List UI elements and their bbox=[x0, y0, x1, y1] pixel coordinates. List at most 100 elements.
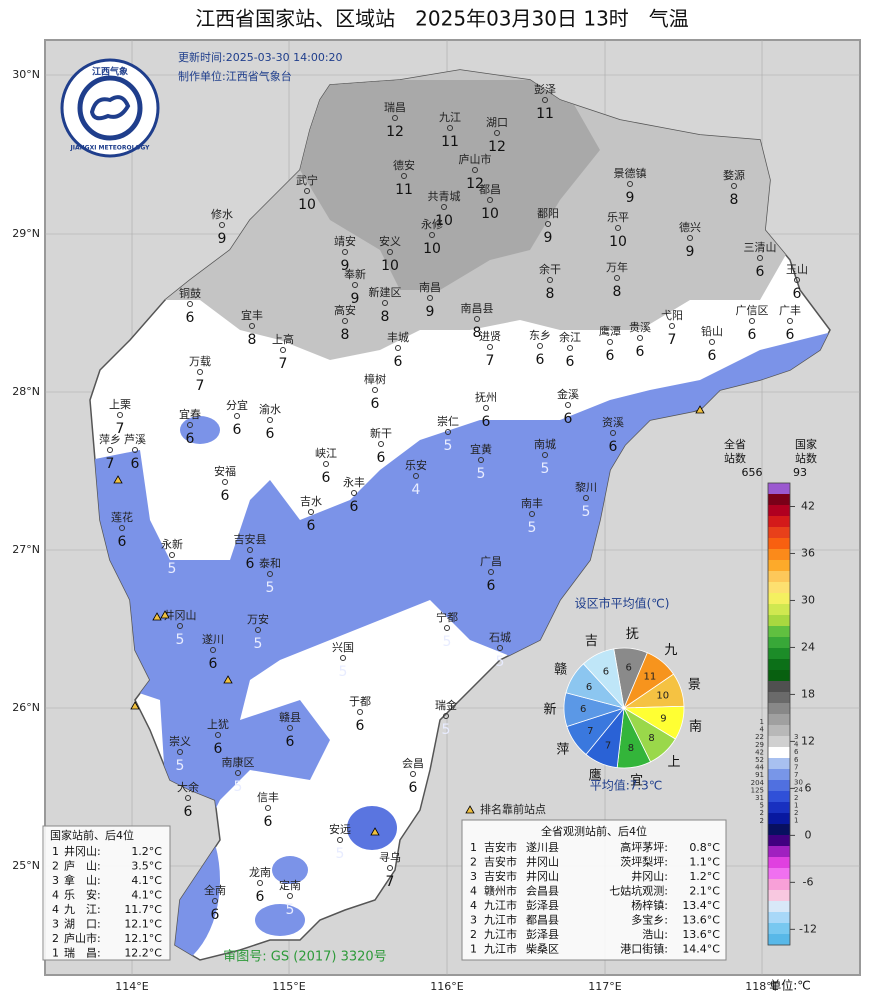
station-dot bbox=[669, 323, 675, 329]
national-table-cell: 4 bbox=[52, 889, 59, 902]
station-dot bbox=[637, 335, 643, 341]
colorbar-band bbox=[768, 648, 790, 660]
station-name: 上高 bbox=[272, 332, 294, 346]
station-value: 5 bbox=[176, 758, 185, 774]
all-table-cell: 茨坪梨坪: bbox=[620, 855, 668, 869]
blue-zone bbox=[90, 330, 830, 860]
colorbar-band bbox=[768, 560, 790, 572]
colorbar-band bbox=[768, 824, 790, 836]
station-value: 6 bbox=[350, 499, 359, 515]
all-table-cell: 多宝乡: bbox=[631, 913, 668, 927]
station-value: 9 bbox=[426, 304, 435, 320]
national-table-cell: 3.5°C bbox=[131, 860, 162, 873]
pie-city: 宜 bbox=[630, 773, 643, 788]
colorbar-band bbox=[768, 802, 790, 814]
station-dot bbox=[382, 300, 388, 306]
station-name: 德兴 bbox=[679, 220, 701, 234]
station-value: 8 bbox=[730, 192, 739, 208]
all-table-cell: 高坪茅坪: bbox=[620, 840, 668, 854]
station-name: 瑞昌 bbox=[384, 100, 406, 114]
station-name: 铅山 bbox=[701, 324, 723, 338]
station-value: 6 bbox=[793, 286, 802, 302]
station-name: 广昌 bbox=[480, 555, 502, 568]
station-dot bbox=[351, 490, 357, 496]
blue-zone bbox=[347, 806, 397, 850]
logo-inner bbox=[77, 75, 143, 141]
station-value: 6 bbox=[409, 780, 418, 796]
station-dot bbox=[372, 387, 378, 393]
station-value: 11 bbox=[536, 106, 554, 122]
all-table-cell: 七姑坑观测: bbox=[609, 884, 668, 898]
count-header: 国家 bbox=[795, 437, 817, 451]
province-count: 42 bbox=[755, 748, 764, 756]
station-name: 余干 bbox=[539, 262, 561, 276]
station-value: 6 bbox=[371, 396, 380, 412]
station-name: 婺源 bbox=[723, 168, 745, 182]
station-value: 5 bbox=[168, 561, 177, 577]
station-name: 乐平 bbox=[607, 211, 629, 224]
lat-label: 27°N bbox=[12, 543, 40, 556]
colorbar-band bbox=[768, 835, 790, 847]
station-name: 东乡 bbox=[529, 329, 551, 342]
colorbar-band bbox=[768, 703, 790, 715]
station-dot bbox=[255, 627, 261, 633]
count-header: 站数 bbox=[724, 451, 746, 465]
station-name: 永丰 bbox=[343, 475, 365, 489]
station-value: 6 bbox=[636, 344, 645, 360]
colorbar-band bbox=[768, 571, 790, 583]
lon-label: 115°E bbox=[272, 980, 305, 993]
station-value: 12 bbox=[466, 176, 484, 192]
station-dot bbox=[787, 318, 793, 324]
national-table-cell: 1.2°C bbox=[131, 845, 162, 858]
station-name: 黎川 bbox=[575, 480, 597, 494]
station-dot bbox=[545, 221, 551, 227]
lon-label: 116°E bbox=[430, 980, 463, 993]
station-dot bbox=[177, 749, 183, 755]
national-total: 93 bbox=[793, 466, 807, 479]
lon-label: 114°E bbox=[115, 980, 148, 993]
station-dot bbox=[235, 770, 241, 776]
pie-city: 萍 bbox=[556, 742, 569, 757]
station-name: 峡江 bbox=[315, 446, 337, 460]
station-name: 万载 bbox=[189, 355, 211, 368]
pie-city: 景 bbox=[688, 678, 701, 693]
all-table-cell: 井冈山: bbox=[631, 869, 668, 883]
station-name: 宜黄 bbox=[470, 442, 492, 456]
province-count: 31 bbox=[755, 794, 764, 802]
station-dot bbox=[478, 457, 484, 463]
station-dot bbox=[267, 417, 273, 423]
station-dot bbox=[117, 412, 123, 418]
province-count: 4 bbox=[760, 726, 765, 734]
colorbar-label: -12 bbox=[799, 922, 817, 935]
national-table-cell: 4.1°C bbox=[131, 874, 162, 887]
station-value: 6 bbox=[286, 734, 295, 750]
colorbar-band bbox=[768, 923, 790, 935]
national-table-cell: 12.1°C bbox=[124, 932, 162, 945]
colorbar-band bbox=[768, 868, 790, 880]
station-name: 定南 bbox=[279, 878, 301, 892]
colorbar-band bbox=[768, 516, 790, 528]
station-value: 6 bbox=[214, 741, 223, 757]
station-dot bbox=[308, 509, 314, 515]
count-header: 站数 bbox=[795, 451, 817, 465]
station-name: 崇义 bbox=[169, 735, 191, 748]
all-table-cell: 14.4°C bbox=[682, 943, 720, 956]
station-value: 5 bbox=[582, 504, 591, 520]
station-name: 鹰潭 bbox=[599, 324, 621, 338]
national-count: 4 bbox=[794, 741, 799, 749]
station-name: 井冈山 bbox=[164, 608, 197, 622]
all-table-cell: 13.6°C bbox=[682, 914, 720, 927]
lat-label: 30°N bbox=[12, 68, 40, 81]
station-name: 靖安 bbox=[334, 234, 356, 248]
station-name: 宁都 bbox=[436, 610, 458, 624]
national-count: 2 bbox=[794, 809, 798, 817]
national-count: 3 bbox=[794, 733, 798, 741]
station-dot bbox=[132, 447, 138, 453]
colorbar-band bbox=[768, 670, 790, 682]
station-name: 全南 bbox=[204, 883, 226, 897]
station-value: 5 bbox=[528, 520, 537, 536]
station-dot bbox=[709, 339, 715, 345]
station-value: 10 bbox=[381, 258, 399, 274]
all-table-cell: 吉安市 bbox=[484, 855, 517, 869]
